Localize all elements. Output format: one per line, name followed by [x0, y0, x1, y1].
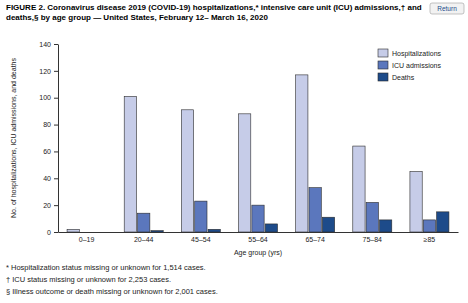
x-tick: ≥85	[424, 232, 436, 243]
legend-swatch	[378, 61, 388, 69]
x-axis-line	[59, 232, 459, 233]
chart-svg: Return 0 20 40 60 80 100 120 140 0–19 20–44 45–54 55…	[0, 0, 468, 303]
bar	[366, 202, 378, 232]
y-tick: 140	[39, 41, 58, 48]
legend-label: Hospitalizations	[392, 50, 442, 58]
y-tick-label: 120	[39, 68, 51, 75]
footnote: † ICU status missing or unknown for 2,25…	[6, 275, 171, 284]
bar	[208, 229, 220, 232]
x-tick: 75–84	[363, 232, 383, 243]
legend-entry: Deaths	[378, 73, 415, 81]
y-tick-mark	[54, 151, 58, 152]
x-tick: 0–19	[79, 232, 95, 243]
legend-swatch	[378, 49, 388, 57]
bars	[67, 75, 449, 232]
bar	[195, 201, 207, 232]
return-button-label[interactable]: Return	[437, 5, 457, 12]
x-tick: 65–74	[305, 232, 325, 243]
x-tick-label: 55–64	[248, 236, 268, 243]
y-tick: 20	[43, 202, 58, 209]
y-axis-line	[58, 45, 59, 233]
return-button-box[interactable]	[430, 3, 464, 14]
bar	[410, 172, 422, 232]
legend-label: Deaths	[392, 74, 415, 81]
y-tick: 100	[39, 94, 58, 101]
x-tick-label: 45–54	[191, 236, 211, 243]
x-tick-label: 75–84	[363, 236, 383, 243]
y-tick: 60	[43, 148, 58, 155]
plot: 0 20 40 60 80 100 120 140 0–19 20–44 45–54 55–64 65–…	[39, 41, 458, 257]
return-button[interactable]: Return	[430, 3, 464, 14]
bar	[252, 205, 264, 232]
y-tick-label: 0	[47, 229, 51, 236]
bar	[238, 114, 250, 232]
bar	[437, 212, 449, 232]
y-tick-label: 140	[39, 41, 51, 48]
bar	[181, 110, 193, 232]
y-tick: 120	[39, 68, 58, 75]
bar	[296, 75, 308, 232]
bar	[379, 220, 391, 232]
bar	[94, 232, 106, 233]
y-tick-mark	[54, 125, 58, 126]
x-tick-label: 20–44	[134, 236, 154, 243]
bar	[309, 188, 321, 232]
legend-entry: Hospitalizations	[378, 49, 442, 58]
y-tick-label: 80	[43, 121, 51, 128]
y-axis-title: No. of hospitalizations, ICU admissions,…	[10, 58, 18, 218]
x-tick-label: 65–74	[305, 236, 325, 243]
x-axis: 0–19 20–44 45–54 55–64 65–74 75–84 ≥85	[59, 232, 459, 243]
bar	[151, 231, 163, 232]
y-tick: 80	[43, 121, 58, 128]
chart-title: FIGURE 2. Coronavirus disease 2019 (COVI…	[6, 3, 424, 23]
legend-swatch	[378, 73, 388, 81]
bar	[80, 232, 92, 233]
y-tick-mark	[54, 232, 58, 233]
legend-entry: ICU admissions	[378, 61, 442, 69]
x-axis-title: Age group (yrs)	[234, 249, 282, 257]
x-tick: 55–64	[248, 232, 268, 243]
y-tick: 0	[47, 229, 58, 236]
x-tick-label: ≥85	[424, 236, 436, 243]
y-tick-mark	[54, 44, 58, 45]
y-axis: 0 20 40 60 80 100 120 140	[39, 41, 58, 236]
bar	[265, 224, 277, 232]
y-tick-label: 100	[39, 94, 51, 101]
y-tick-mark	[54, 178, 58, 179]
bar	[322, 217, 334, 232]
y-tick-label: 60	[43, 148, 51, 155]
legend-label: ICU admissions	[392, 62, 442, 69]
bar	[124, 96, 136, 232]
y-tick-mark	[54, 71, 58, 72]
bar	[67, 229, 79, 232]
footnotes: * Hospitalization status missing or unkn…	[6, 263, 218, 296]
y-tick-mark	[54, 205, 58, 206]
x-tick-label: 0–19	[79, 236, 95, 243]
footnote: * Hospitalization status missing or unkn…	[6, 263, 206, 272]
y-tick: 40	[43, 175, 58, 182]
bar	[138, 213, 150, 232]
x-tick: 20–44	[134, 232, 154, 243]
y-tick-label: 20	[43, 202, 51, 209]
x-tick: 45–54	[191, 232, 211, 243]
y-tick-mark	[54, 98, 58, 99]
bar	[423, 220, 435, 232]
y-tick-label: 40	[43, 175, 51, 182]
bar	[353, 146, 365, 232]
legend: Hospitalizations ICU admissions Deaths	[378, 49, 442, 81]
footnote: § Illness outcome or death missing or un…	[6, 287, 218, 296]
